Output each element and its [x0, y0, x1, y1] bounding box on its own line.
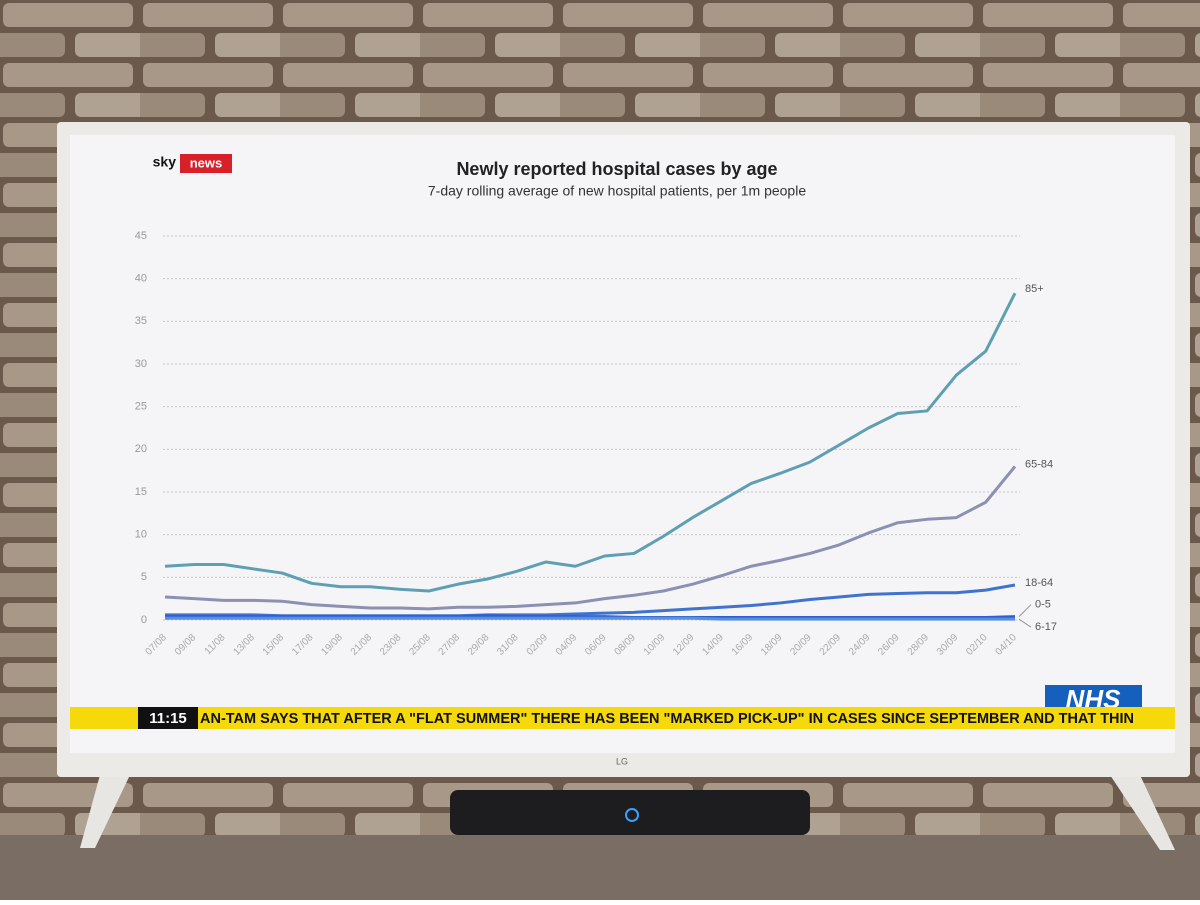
- series-line: [165, 616, 1015, 621]
- series-line: [165, 614, 1016, 619]
- y-tick-label: 0: [141, 614, 147, 626]
- set-top-box: [450, 790, 810, 835]
- y-tick-label: 45: [135, 230, 147, 242]
- y-tick-label: 10: [135, 529, 147, 541]
- series-label: 18-64: [1025, 577, 1053, 589]
- shelf: [0, 835, 1200, 900]
- y-tick-label: 25: [135, 401, 147, 413]
- brand-sky: sky: [153, 154, 177, 170]
- box-light: [625, 808, 639, 822]
- label-bracket: [1018, 604, 1032, 617]
- chart-title: Newly reported hospital cases by age: [456, 159, 777, 179]
- brand-news: news: [190, 155, 223, 170]
- tv-brand: LG: [616, 756, 628, 766]
- y-tick-label: 5: [141, 571, 147, 583]
- label-bracket: [1018, 618, 1032, 628]
- series-label: 0-5: [1035, 598, 1051, 610]
- y-tick-label: 35: [135, 315, 147, 327]
- ticker-text: AN-TAM SAYS THAT AFTER A "FLAT SUMMER" T…: [200, 711, 1134, 727]
- brand-box: [180, 154, 232, 173]
- chart: sky news Newly reported hospital cases b…: [135, 154, 1057, 658]
- chart-subtitle: 7-day rolling average of new hospital pa…: [428, 183, 806, 199]
- y-tick-label: 15: [135, 486, 147, 498]
- series-label: 65-84: [1025, 458, 1053, 470]
- y-tick-label: 20: [135, 443, 147, 455]
- series-label: 85+: [1025, 283, 1044, 295]
- series-label: 6-17: [1035, 621, 1057, 633]
- ticker-time: 11:15: [149, 710, 187, 727]
- ticker: 11:15 AN-TAM SAYS THAT AFTER A "FLAT SUM…: [70, 707, 1175, 729]
- series-line: [164, 465, 1017, 611]
- ticker-bar: [70, 707, 1175, 729]
- series-line: [164, 292, 1017, 593]
- ticker-clock-box: [138, 707, 198, 729]
- y-tick-label: 30: [135, 358, 147, 370]
- y-tick-label: 40: [135, 273, 147, 285]
- screen: [70, 135, 1175, 753]
